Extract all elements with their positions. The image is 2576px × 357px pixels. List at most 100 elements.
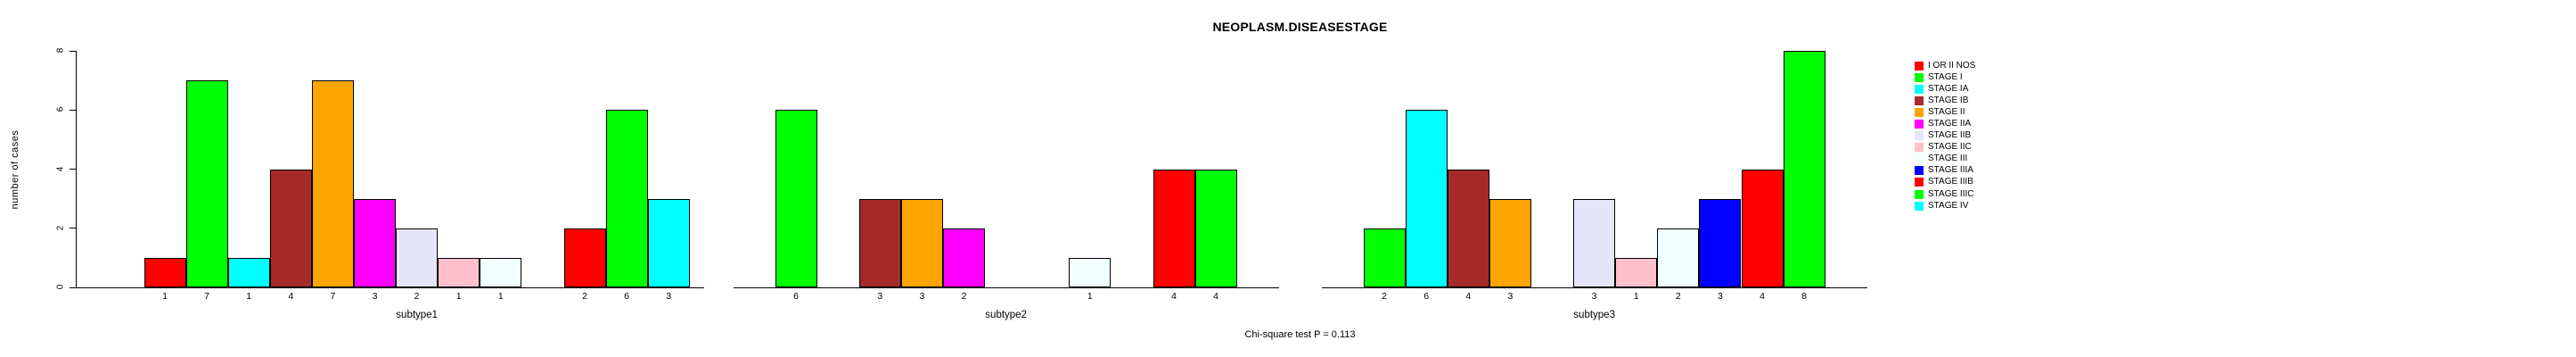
chart-title: NEOPLASM.DISEASESTAGE <box>1212 20 1388 34</box>
legend-label: STAGE IIA <box>1928 119 1972 129</box>
bar-value-label: 7 <box>330 290 336 302</box>
legend-label: STAGE IIC <box>1928 142 1972 153</box>
bar-stage-iiib <box>563 228 606 287</box>
y-axis-label: number of cases <box>10 129 21 210</box>
legend-label: STAGE IIB <box>1928 130 1972 141</box>
x-axis-line <box>733 287 1279 288</box>
y-tick-mark <box>70 169 76 170</box>
legend-label: STAGE IV <box>1928 200 1969 211</box>
bar-value-label: 2 <box>414 290 420 302</box>
legend-entry: STAGE IIC <box>1915 142 1975 154</box>
y-axis-line <box>76 51 77 288</box>
bar-value-label: 3 <box>919 290 925 302</box>
bar-stage-iii <box>480 257 522 287</box>
bar-value-label: 3 <box>372 290 378 302</box>
bar-value-label: 2 <box>961 290 967 302</box>
bar-stage-iii <box>1657 228 1700 287</box>
bar-value-label: 8 <box>1801 290 1808 302</box>
legend-entry: STAGE IIA <box>1915 118 1975 129</box>
legend-swatch <box>1915 84 1924 94</box>
bar-value-label: 3 <box>1507 290 1514 302</box>
bar-stage-iic <box>438 257 480 287</box>
bar-value-label: 3 <box>1591 290 1597 302</box>
legend-swatch <box>1915 107 1924 117</box>
legend-swatch <box>1915 178 1924 187</box>
chi-square-annotation: Chi-square test P = 0.113 <box>1244 329 1356 340</box>
bar-value-label: 1 <box>1087 290 1093 302</box>
bar-stage-ib <box>1447 169 1489 287</box>
bar-stage-iic <box>1615 257 1658 287</box>
bar-stage-ia <box>1405 110 1448 287</box>
legend-entry: STAGE IIIB <box>1915 177 1975 188</box>
bar-value-label: 4 <box>1213 290 1219 302</box>
bar-stage-iia <box>354 198 396 287</box>
y-tick-mark <box>70 286 76 288</box>
bar-value-label: 6 <box>793 290 800 302</box>
bar-stage-i <box>775 110 817 287</box>
bar-stage-i <box>185 80 228 287</box>
legend-label: STAGE III <box>1928 154 1968 164</box>
bar-stage-iiib <box>1153 169 1195 287</box>
bar-value-label: 4 <box>1760 290 1765 302</box>
y-tick-mark <box>70 50 76 52</box>
legend-entry: STAGE IA <box>1915 83 1975 95</box>
x-axis-line <box>76 287 704 288</box>
y-tick-label: 4 <box>55 166 66 171</box>
legend-entry: STAGE IIIA <box>1915 165 1975 177</box>
bar-value-label: 2 <box>1382 290 1388 302</box>
y-tick-label: 8 <box>55 47 66 54</box>
legend-label: STAGE II <box>1928 106 1965 117</box>
legend-entry: STAGE IIIC <box>1915 188 1975 200</box>
group-label-subtype3: subtype3 <box>1573 310 1615 320</box>
bar-value-label: 3 <box>1717 290 1723 302</box>
bar-stage-ia <box>227 257 270 287</box>
legend-entry: I OR II NOS <box>1915 60 1975 71</box>
bar-stage-iiic <box>1783 51 1825 287</box>
bar-stage-iiic <box>605 110 648 287</box>
bar-value-label: 4 <box>1171 290 1177 302</box>
bar-stage-iiia <box>1699 198 1742 287</box>
bar-stage-ii <box>311 80 354 287</box>
bar-stage-iia <box>943 228 985 287</box>
legend-entry: STAGE II <box>1915 106 1975 118</box>
legend-label: STAGE IIIB <box>1928 177 1973 187</box>
bar-stage-ii <box>1489 198 1531 287</box>
bar-value-label: 3 <box>877 290 883 302</box>
bar-value-label: 4 <box>288 290 294 302</box>
legend-label: I OR II NOS <box>1928 60 1976 71</box>
legend: I OR II NOS STAGE I STAGE IA STAGE IB STAGE … <box>1915 60 1975 212</box>
legend-label: STAGE IIIC <box>1928 188 1974 199</box>
group-label-subtype2: subtype2 <box>985 310 1027 320</box>
bar-value-label: 6 <box>624 290 630 302</box>
bar-stage-iib <box>396 228 439 287</box>
legend-entry: STAGE I <box>1915 71 1975 83</box>
legend-swatch <box>1915 131 1924 141</box>
legend-swatch <box>1915 143 1924 153</box>
bar-value-label: 6 <box>1423 290 1430 302</box>
bar-stage-iv <box>647 198 690 287</box>
legend-swatch <box>1915 61 1924 71</box>
bar-stage-ib <box>858 198 901 287</box>
bar-value-label: 1 <box>1633 290 1639 302</box>
y-tick-mark <box>70 109 76 111</box>
bar-stage-ii <box>900 198 943 287</box>
y-tick-label: 6 <box>55 106 66 112</box>
bar-value-label: 1 <box>162 290 168 302</box>
legend-entry: STAGE IV <box>1915 200 1975 212</box>
bar-value-label: 3 <box>666 290 672 302</box>
legend-entry: STAGE IB <box>1915 95 1975 106</box>
bar-stage-ib <box>269 169 312 287</box>
bar-stage-iib <box>1573 198 1616 287</box>
bar-i-or-ii-nos <box>144 257 186 287</box>
legend-label: STAGE IB <box>1928 95 1969 105</box>
legend-swatch <box>1915 72 1924 82</box>
group-label-subtype1: subtype1 <box>396 310 438 320</box>
legend-label: STAGE IIIA <box>1928 165 1973 176</box>
bar-value-label: 1 <box>455 290 462 302</box>
bar-stage-iiic <box>1194 169 1237 287</box>
legend-swatch <box>1915 95 1924 105</box>
y-tick-label: 2 <box>55 225 66 231</box>
legend-swatch <box>1915 166 1924 176</box>
legend-swatch <box>1915 189 1924 199</box>
